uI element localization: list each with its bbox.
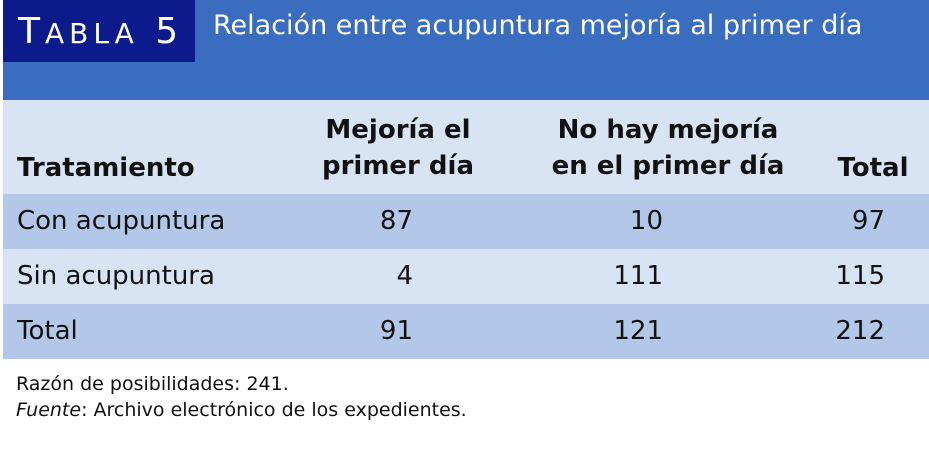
row-label: Total xyxy=(17,316,78,346)
table-label-word: ABLA xyxy=(45,17,139,50)
header-improved-line1: Mejoría el xyxy=(325,115,471,145)
table-label-initial: T xyxy=(18,11,45,52)
table-label-box xyxy=(3,0,195,62)
header-not-improved-line2: en el primer día xyxy=(551,151,785,181)
header-treatment: Tratamiento xyxy=(17,153,195,183)
cell-not-improved: 111 xyxy=(613,261,663,291)
table-row-sin-acupuntura: Sin acupuntura 4 111 115 xyxy=(3,249,929,304)
header-improved-line2: primer día xyxy=(321,151,474,181)
cell-not-improved: 10 xyxy=(629,206,663,236)
cell-not-improved: 121 xyxy=(613,316,663,346)
table-number: 5 xyxy=(155,11,184,52)
table-header: Tratamiento Mejoría el primer día No hay… xyxy=(3,100,929,194)
table-row-con-acupuntura: Con acupuntura 87 10 97 xyxy=(3,194,929,249)
header-improved: Mejoría el primer día xyxy=(303,112,493,184)
odds-ratio-note: Razón de posibilidades: 241. xyxy=(16,373,289,395)
header-not-improved: No hay mejoría en el primer día xyxy=(523,112,813,184)
cell-improved: 4 xyxy=(396,261,413,291)
cell-improved: 91 xyxy=(379,316,413,346)
row-label: Sin acupuntura xyxy=(17,261,215,291)
header-total: Total xyxy=(837,153,909,183)
cell-total: 97 xyxy=(851,206,885,236)
cell-improved: 87 xyxy=(379,206,413,236)
table-title: Relación entre acupuntura mejoría al pri… xyxy=(213,10,863,41)
source-label: Fuente xyxy=(16,399,82,421)
cell-total: 115 xyxy=(835,261,885,291)
header-not-improved-line1: No hay mejoría xyxy=(557,115,779,145)
row-label: Con acupuntura xyxy=(17,206,226,236)
table-row-total: Total 91 121 212 xyxy=(3,304,929,359)
cell-total: 212 xyxy=(835,316,885,346)
table-label: TABLA 5 xyxy=(18,10,183,54)
source-text: : Archivo electrónico de los expedientes… xyxy=(81,399,467,421)
source-note: Fuente: Archivo electrónico de los exped… xyxy=(16,397,467,423)
